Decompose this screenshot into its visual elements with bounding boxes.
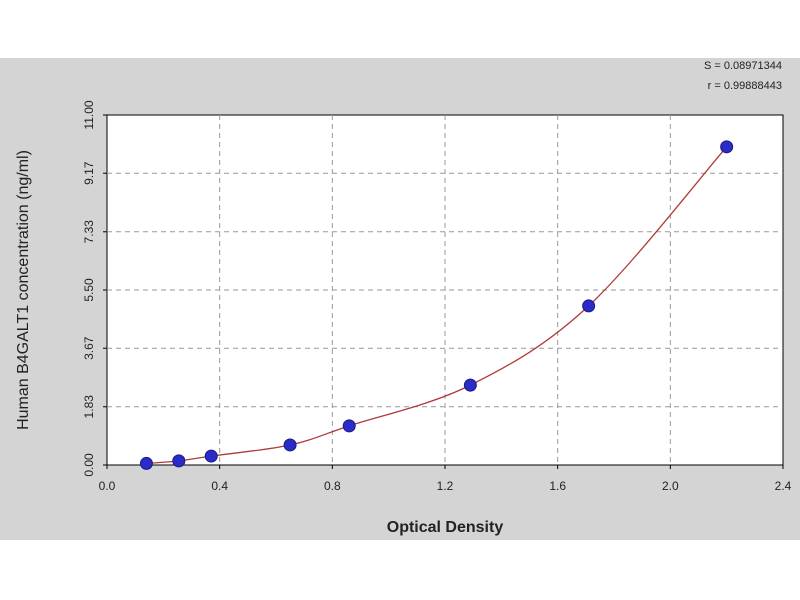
- y-tick-label: 7.33: [82, 220, 96, 244]
- annotation: r = 0.99888443: [708, 80, 782, 92]
- x-tick-label: 2.0: [662, 479, 679, 493]
- x-tick-label: 1.2: [437, 479, 454, 493]
- y-tick-label: 5.50: [82, 278, 96, 302]
- y-tick-label: 1.83: [82, 395, 96, 419]
- data-point: [204, 449, 218, 463]
- x-tick-label: 0.8: [324, 479, 341, 493]
- data-point: [342, 419, 356, 433]
- data-point: [139, 456, 153, 470]
- x-tick-label: 2.4: [775, 479, 792, 493]
- x-tick-label: 1.6: [549, 479, 566, 493]
- x-axis-label: Optical Density: [387, 519, 504, 536]
- annotation: S = 0.08971344: [704, 60, 782, 72]
- y-tick-label: 9.17: [82, 161, 96, 185]
- y-tick-label: 3.67: [82, 336, 96, 360]
- y-tick-label: 0.00: [82, 453, 96, 477]
- data-point: [172, 454, 186, 468]
- data-point: [720, 140, 734, 154]
- x-tick-label: 0.0: [99, 479, 116, 493]
- data-point: [463, 378, 477, 392]
- data-point: [582, 299, 596, 313]
- data-point: [283, 438, 297, 452]
- x-tick-label: 0.4: [211, 479, 228, 493]
- y-tick-label: 11.00: [82, 100, 96, 129]
- fit-curve: [146, 146, 728, 465]
- y-axis-label: Human B4GALT1 concentration (ng/ml): [15, 150, 32, 430]
